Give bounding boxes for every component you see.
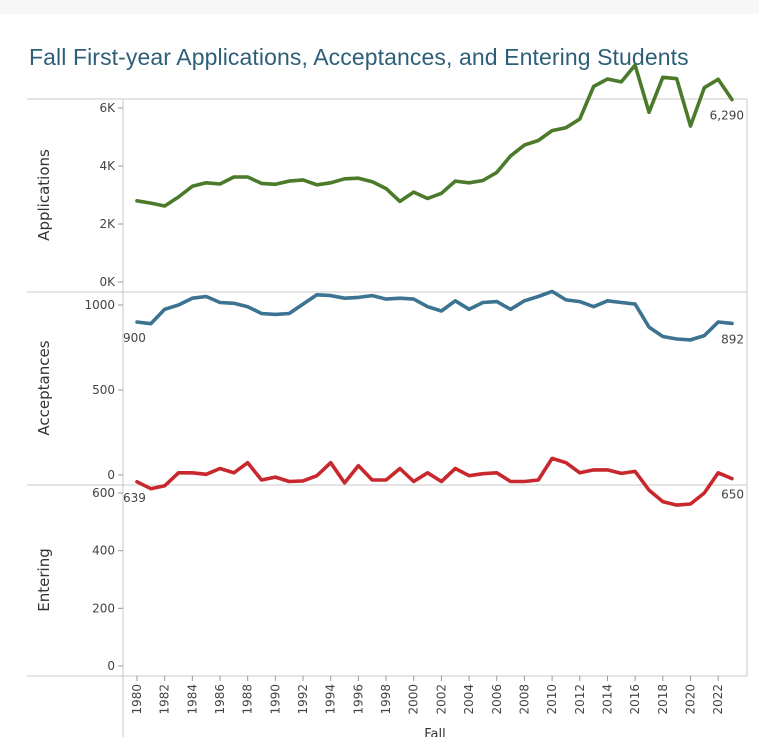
x-tick-label: 2008 — [517, 684, 531, 715]
y-tick-label: 0K — [99, 275, 116, 289]
y-tick-label: 1000 — [84, 298, 115, 312]
series-line-acceptances — [135, 289, 734, 342]
x-tick-label: 2022 — [711, 684, 725, 715]
x-tick-label: 1996 — [351, 684, 365, 715]
y-tick-label: 500 — [92, 383, 115, 397]
y-tick-label: 0 — [107, 659, 115, 673]
y-tick-label: 200 — [92, 601, 115, 615]
x-tick-label: 2016 — [628, 684, 642, 715]
x-tick-label: 2018 — [656, 684, 670, 715]
top-band — [0, 0, 759, 14]
x-tick-label: 1986 — [213, 684, 227, 715]
x-tick-label: 1988 — [241, 684, 255, 715]
x-tick-label: 2000 — [407, 684, 421, 715]
end-value-label: 650 — [721, 488, 744, 502]
x-tick-label: 2002 — [434, 684, 448, 715]
x-tick-label: 2020 — [683, 684, 697, 715]
y-tick-label: 600 — [92, 486, 115, 500]
x-tick-label: 1980 — [130, 684, 144, 715]
start-value-label: 900 — [123, 331, 146, 345]
y-axis-title: Acceptances — [35, 340, 53, 435]
x-axis-title: Fall — [424, 727, 445, 737]
x-tick-label: 2004 — [462, 684, 476, 715]
x-tick-label: 1994 — [324, 684, 338, 715]
y-tick-label: 2K — [99, 217, 116, 231]
y-axis-title: Applications — [35, 149, 53, 241]
chart-title: Fall First-year Applications, Acceptance… — [29, 44, 689, 70]
x-tick-label: 1982 — [158, 684, 172, 715]
end-value-label: 892 — [721, 332, 744, 346]
y-tick-label: 4K — [99, 159, 116, 173]
y-tick-label: 6K — [99, 101, 116, 115]
y-tick-label: 400 — [92, 544, 115, 558]
y-tick-label: 0 — [107, 468, 115, 482]
start-value-label: 639 — [123, 491, 146, 505]
x-tick-label: 2014 — [600, 684, 614, 715]
y-axis-title: Entering — [35, 548, 53, 611]
series-line-applications — [135, 63, 734, 208]
series-line-entering — [135, 456, 734, 507]
x-tick-label: 2010 — [545, 684, 559, 715]
x-tick-label: 1984 — [185, 684, 199, 715]
x-tick-label: 1992 — [296, 684, 310, 715]
end-value-label: 6,290 — [710, 109, 744, 123]
x-tick-label: 2006 — [490, 684, 504, 715]
x-tick-label: 1990 — [268, 684, 282, 715]
x-tick-label: 1998 — [379, 684, 393, 715]
x-tick-label: 2012 — [573, 684, 587, 715]
